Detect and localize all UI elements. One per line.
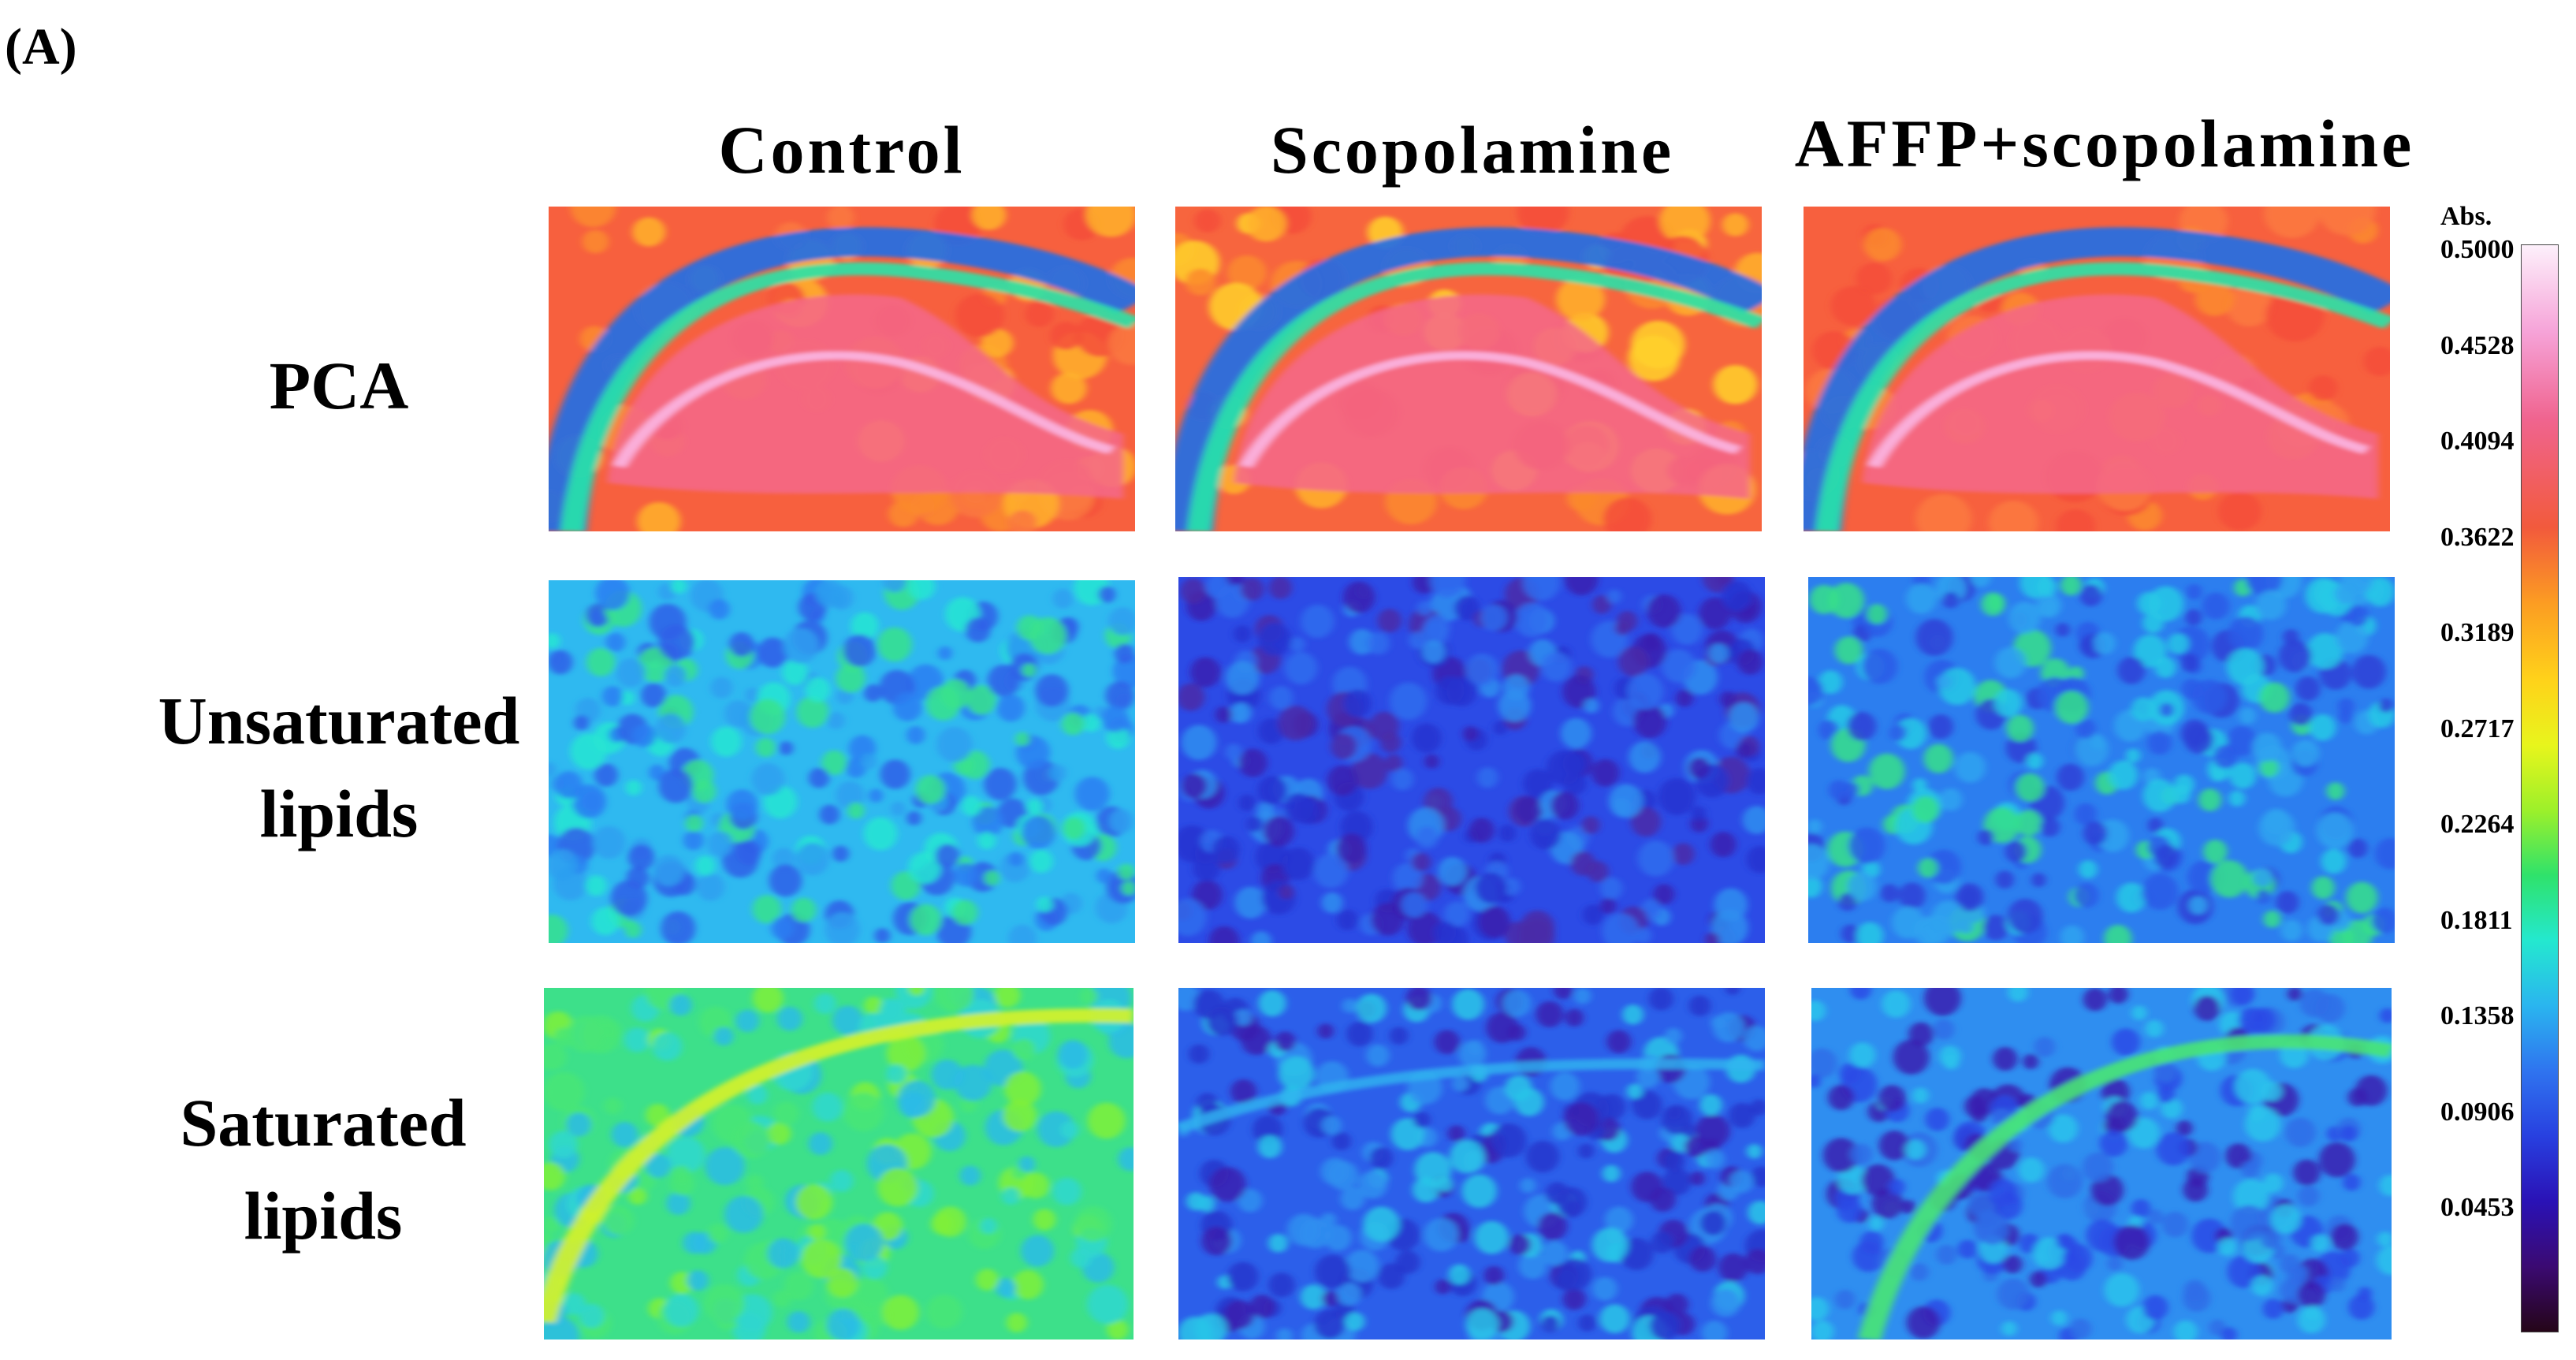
colorbar-tick-label: 0.4528 xyxy=(2440,330,2515,360)
column-header-scopolamine: Scopolamine xyxy=(1270,112,1675,188)
row-label-line: lipids xyxy=(244,1178,403,1254)
colorbar-tick-label: 0.3189 xyxy=(2440,618,2515,647)
colorbar-tick-label: 0.3622 xyxy=(2440,522,2515,552)
colorbar-tick-label: 0.0906 xyxy=(2440,1097,2515,1127)
column-header-affp-scopolamine: AFFP+scopolamine xyxy=(1794,106,2415,181)
column-header-control: Control xyxy=(718,112,966,188)
heatmap-unsaturated-scopolamine xyxy=(1178,577,1765,943)
colorbar-tick-label: 0.4094 xyxy=(2440,427,2515,456)
colorbar xyxy=(2521,244,2559,1332)
row-label-pca: PCA xyxy=(126,339,552,432)
heatmap-saturated-affp-scopolamine xyxy=(1811,988,2392,1340)
row-label-line: lipids xyxy=(259,776,419,851)
row-label-line: Saturated xyxy=(180,1085,467,1161)
row-label-line: Unsaturated xyxy=(158,683,520,758)
colorbar-title: Abs. xyxy=(2440,202,2492,231)
heatmap-pca-control xyxy=(549,207,1135,531)
heatmap-unsaturated-control xyxy=(549,580,1135,943)
heatmap-saturated-control xyxy=(544,988,1134,1340)
row-label-saturated-lipids: Saturated lipids xyxy=(102,1076,544,1262)
colorbar-tick-label: 0.1811 xyxy=(2440,905,2513,935)
colorbar-tick-label: 0.2264 xyxy=(2440,810,2515,839)
colorbar-tick-label: 0.2717 xyxy=(2440,714,2515,743)
heatmap-unsaturated-affp-scopolamine xyxy=(1808,577,2395,943)
colorbar-tick-label: 0.0453 xyxy=(2440,1193,2515,1222)
heatmap-saturated-scopolamine xyxy=(1178,988,1765,1340)
colorbar-tick-label: 0.5000 xyxy=(2440,235,2515,264)
heatmap-pca-affp-scopolamine xyxy=(1804,207,2390,531)
colorbar-tick-label: 0.1358 xyxy=(2440,1001,2515,1030)
row-label-line: PCA xyxy=(269,348,409,423)
heatmap-pca-scopolamine xyxy=(1175,207,1762,531)
row-label-unsaturated-lipids: Unsaturated lipids xyxy=(126,674,552,860)
panel-label: (A) xyxy=(5,18,77,76)
